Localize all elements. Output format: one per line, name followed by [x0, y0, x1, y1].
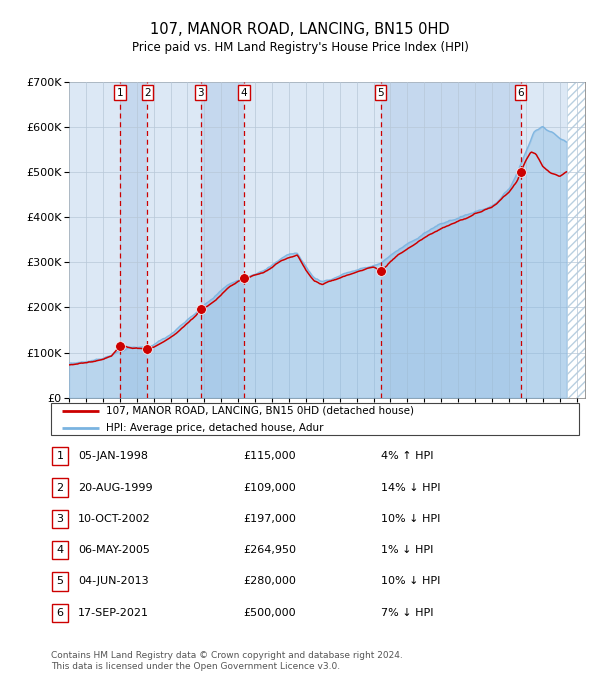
Bar — [244, 82, 380, 398]
Text: 2: 2 — [56, 483, 64, 492]
Bar — [148, 82, 200, 398]
Text: Price paid vs. HM Land Registry's House Price Index (HPI): Price paid vs. HM Land Registry's House … — [131, 41, 469, 54]
Text: 5: 5 — [56, 577, 64, 586]
Text: £115,000: £115,000 — [243, 452, 296, 461]
FancyBboxPatch shape — [52, 604, 68, 622]
Text: 05-JAN-1998: 05-JAN-1998 — [78, 452, 148, 461]
FancyBboxPatch shape — [52, 573, 68, 590]
Text: 10% ↓ HPI: 10% ↓ HPI — [381, 577, 440, 586]
Text: 6: 6 — [518, 88, 524, 98]
Text: 4: 4 — [241, 88, 247, 98]
Text: 3: 3 — [197, 88, 204, 98]
Text: 4: 4 — [56, 545, 64, 555]
Text: 1: 1 — [56, 452, 64, 461]
Text: 5: 5 — [377, 88, 384, 98]
Text: 6: 6 — [56, 608, 64, 617]
Polygon shape — [567, 82, 585, 398]
Text: 4% ↑ HPI: 4% ↑ HPI — [381, 452, 433, 461]
Text: 14% ↓ HPI: 14% ↓ HPI — [381, 483, 440, 492]
Text: 1: 1 — [117, 88, 124, 98]
FancyBboxPatch shape — [52, 479, 68, 496]
Text: 04-JUN-2013: 04-JUN-2013 — [78, 577, 149, 586]
Text: 7% ↓ HPI: 7% ↓ HPI — [381, 608, 433, 617]
Text: 17-SEP-2021: 17-SEP-2021 — [78, 608, 149, 617]
FancyBboxPatch shape — [51, 403, 579, 435]
Text: £109,000: £109,000 — [243, 483, 296, 492]
Bar — [69, 82, 120, 398]
Text: 10-OCT-2002: 10-OCT-2002 — [78, 514, 151, 524]
Text: £500,000: £500,000 — [243, 608, 296, 617]
Text: 20-AUG-1999: 20-AUG-1999 — [78, 483, 152, 492]
Text: £197,000: £197,000 — [243, 514, 296, 524]
Bar — [200, 82, 244, 398]
Text: 1% ↓ HPI: 1% ↓ HPI — [381, 545, 433, 555]
Text: £280,000: £280,000 — [243, 577, 296, 586]
Text: 107, MANOR ROAD, LANCING, BN15 0HD: 107, MANOR ROAD, LANCING, BN15 0HD — [150, 22, 450, 37]
Text: Contains HM Land Registry data © Crown copyright and database right 2024.
This d: Contains HM Land Registry data © Crown c… — [51, 651, 403, 671]
FancyBboxPatch shape — [52, 510, 68, 528]
Text: 3: 3 — [56, 514, 64, 524]
Text: 06-MAY-2005: 06-MAY-2005 — [78, 545, 150, 555]
Bar — [120, 82, 148, 398]
FancyBboxPatch shape — [52, 541, 68, 559]
Text: HPI: Average price, detached house, Adur: HPI: Average price, detached house, Adur — [106, 423, 324, 433]
Bar — [521, 82, 567, 398]
Text: £264,950: £264,950 — [243, 545, 296, 555]
FancyBboxPatch shape — [52, 447, 68, 466]
Text: 10% ↓ HPI: 10% ↓ HPI — [381, 514, 440, 524]
Bar — [380, 82, 521, 398]
Text: 107, MANOR ROAD, LANCING, BN15 0HD (detached house): 107, MANOR ROAD, LANCING, BN15 0HD (deta… — [106, 406, 415, 415]
Text: 2: 2 — [144, 88, 151, 98]
